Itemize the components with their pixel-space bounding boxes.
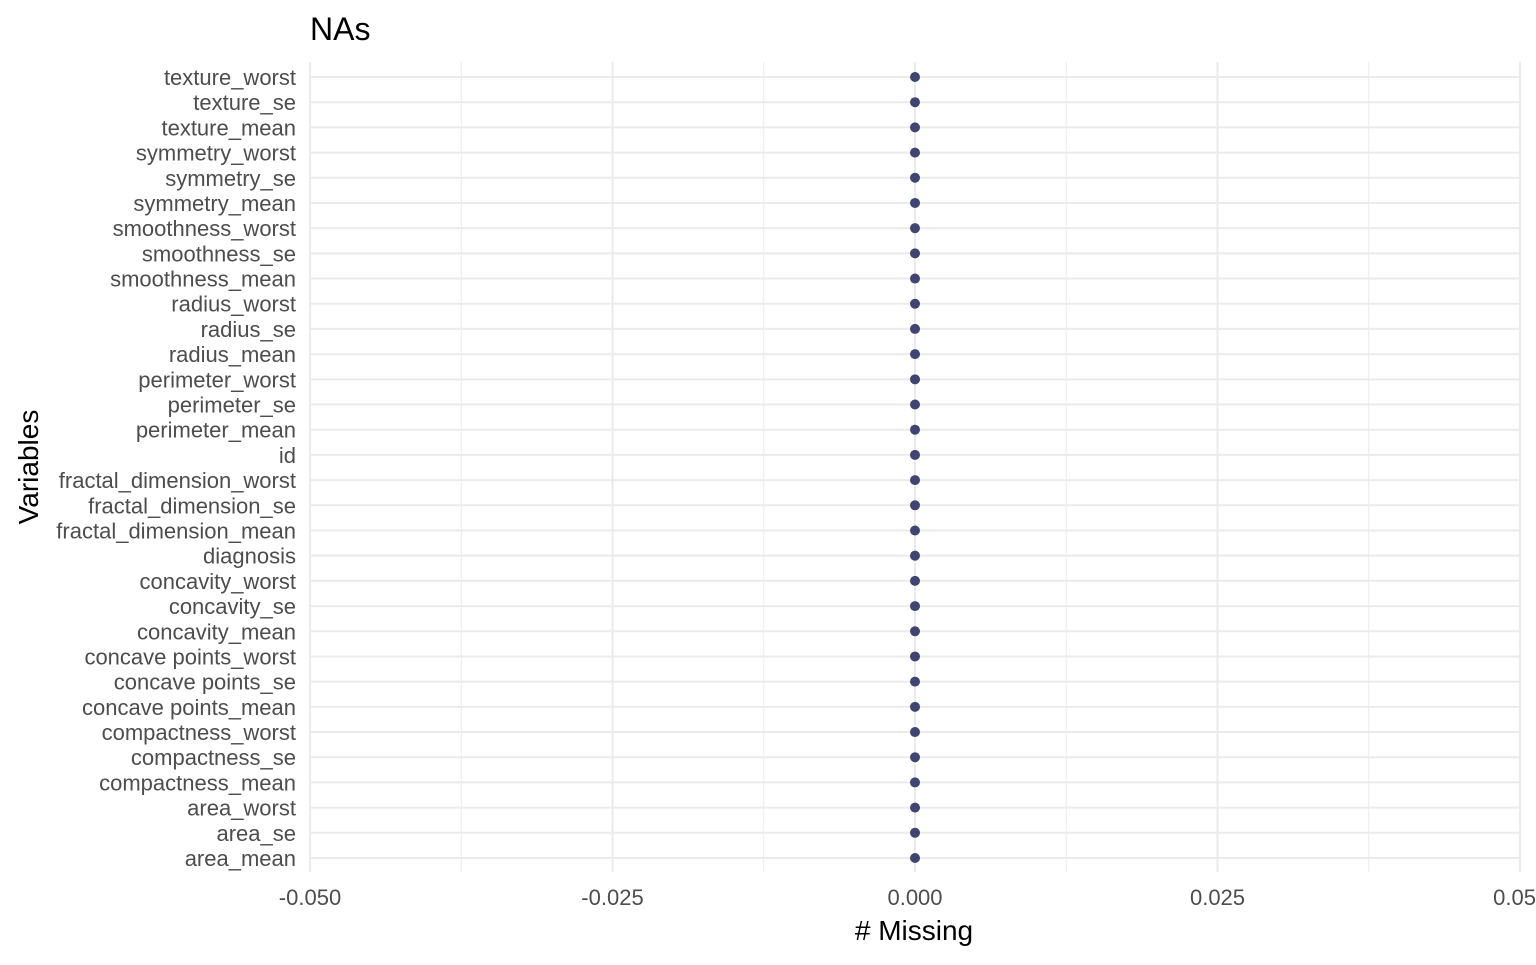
y-tick-label: concavity_worst (139, 569, 296, 594)
data-point (910, 626, 920, 637)
y-tick-label: smoothness_mean (110, 267, 296, 292)
chart-title: NAs (310, 11, 370, 47)
data-point (910, 223, 920, 234)
y-tick-label: concavity_se (169, 594, 296, 619)
y-tick-label: fractal_dimension_se (88, 493, 296, 518)
data-point (910, 248, 920, 259)
y-tick-label: fractal_dimension_worst (59, 468, 296, 493)
data-point (910, 651, 920, 662)
y-tick-label: diagnosis (203, 544, 296, 569)
data-point (910, 853, 920, 863)
data-point (910, 701, 920, 712)
data-point (910, 500, 920, 511)
y-tick-label: fractal_dimension_mean (56, 518, 296, 543)
data-point (910, 550, 920, 561)
data-point (910, 399, 920, 410)
data-point (910, 475, 920, 486)
data-point (910, 601, 920, 612)
y-tick-label: area_mean (185, 846, 296, 871)
data-point (910, 349, 920, 360)
data-point (910, 172, 920, 183)
y-tick-label: concave points_se (114, 670, 296, 695)
data-point (910, 676, 920, 687)
x-tick-label: 0.025 (1190, 885, 1245, 910)
data-point (910, 424, 920, 435)
data-point (910, 197, 920, 208)
y-tick-label: compactness_se (131, 745, 296, 770)
grid-layer (309, 62, 1521, 872)
data-point (910, 122, 920, 133)
y-axis-title: Variables (13, 410, 44, 525)
data-point (910, 525, 920, 536)
y-tick-label: concave points_worst (84, 644, 296, 669)
tick-label-layer: -0.050 -0.025 0.000 0.025 0.05area_meanarea_… (56, 65, 1536, 910)
y-tick-label: symmetry_worst (136, 141, 296, 166)
y-tick-label: concave points_mean (82, 695, 296, 720)
y-tick-label: perimeter_worst (138, 367, 296, 392)
data-point (910, 727, 920, 738)
y-tick-label: area_worst (187, 796, 296, 821)
y-tick-label: smoothness_worst (113, 216, 296, 241)
y-tick-label: symmetry_se (165, 166, 296, 191)
x-tick-label: 0.000 (887, 885, 942, 910)
y-tick-label: perimeter_se (168, 393, 296, 418)
y-tick-label: id (279, 443, 296, 468)
x-axis-title: # Missing (855, 915, 973, 946)
y-tick-label: texture_se (193, 90, 296, 115)
data-point (910, 449, 920, 460)
point-layer (910, 72, 920, 863)
x-tick-label: -0.025 (581, 885, 643, 910)
y-tick-label: symmetry_mean (133, 191, 296, 216)
data-point (910, 323, 920, 334)
data-point (910, 147, 920, 158)
data-point (910, 72, 920, 82)
data-point (910, 575, 920, 586)
y-tick-label: perimeter_mean (136, 418, 296, 443)
data-point (910, 298, 920, 309)
data-point (910, 374, 920, 385)
data-point (910, 273, 920, 284)
y-tick-label: smoothness_se (142, 241, 296, 266)
y-tick-label: radius_mean (169, 342, 296, 367)
data-point (910, 802, 920, 813)
y-tick-label: texture_worst (164, 65, 296, 90)
y-tick-label: radius_se (201, 317, 296, 342)
data-point (910, 97, 920, 108)
x-tick-label: -0.050 (279, 885, 341, 910)
y-tick-label: compactness_mean (99, 770, 296, 795)
data-point (910, 827, 920, 838)
data-point (910, 777, 920, 788)
y-tick-label: concavity_mean (137, 619, 296, 644)
y-tick-label: area_se (216, 821, 296, 846)
y-tick-label: radius_worst (171, 292, 296, 317)
x-tick-label: 0.05 (1493, 885, 1536, 910)
data-point (910, 752, 920, 763)
y-tick-label: compactness_worst (102, 720, 296, 745)
y-tick-label: texture_mean (161, 115, 296, 140)
